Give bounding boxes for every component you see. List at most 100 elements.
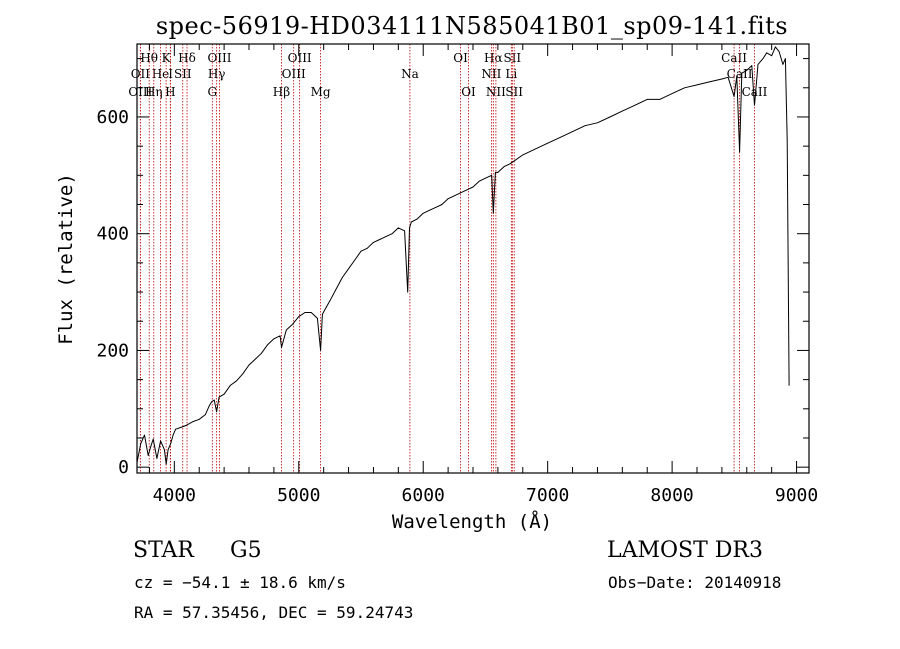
data-point [147, 455, 149, 456]
data-point [671, 93, 673, 95]
data-point [348, 268, 349, 270]
data-point [751, 65, 753, 66]
spectrum-series [136, 46, 790, 465]
y-tick-label: 200 [96, 340, 129, 361]
data-point [441, 204, 443, 205]
line-label: CaII [727, 67, 753, 81]
data-point [165, 463, 167, 465]
data-point [754, 104, 755, 106]
data-point [320, 350, 321, 351]
data-point [621, 110, 623, 112]
data-point [167, 449, 169, 451]
data-point [223, 393, 225, 395]
data-point [218, 396, 220, 398]
data-point [160, 440, 162, 442]
line-label: SII [503, 51, 521, 65]
data-point [559, 136, 561, 138]
line-label: I [168, 67, 173, 81]
data-point [229, 385, 231, 386]
x-tick-label: 4000 [153, 485, 196, 506]
line-label: OIII [288, 51, 312, 65]
x-axis: 4000 5000 6000 7000 8000 9000 [148, 44, 818, 506]
data-point [341, 277, 343, 278]
data-point [409, 227, 410, 229]
y-axis: 0 200 400 600 [96, 58, 809, 478]
data-point [254, 358, 256, 360]
y-tick-label: 0 [118, 457, 129, 478]
data-point [472, 186, 474, 188]
data-point [304, 312, 306, 313]
line-label: Mg [311, 85, 331, 99]
data-point [416, 218, 418, 220]
line-label: Li [505, 67, 517, 81]
data-point [404, 230, 405, 232]
data-point [285, 329, 287, 331]
data-point [739, 151, 740, 153]
data-point [248, 364, 250, 366]
data-point [696, 84, 698, 86]
survey-name: LAMOST DR3 [607, 538, 763, 563]
data-point [746, 69, 748, 71]
data-point [366, 247, 368, 249]
data-point [782, 64, 784, 65]
data-point [709, 81, 710, 83]
data-point [281, 347, 282, 348]
data-point [435, 207, 437, 208]
data-point [736, 75, 738, 77]
data-point [786, 139, 788, 141]
data-point [279, 335, 281, 337]
data-point [407, 291, 409, 293]
x-axis-label: Wavelength (Å) [392, 510, 552, 533]
data-point [335, 288, 337, 290]
line-label: He [152, 67, 170, 81]
data-point [205, 414, 206, 416]
data-point [411, 221, 412, 223]
data-point [144, 434, 145, 436]
data-point [236, 380, 237, 382]
data-point [634, 104, 636, 106]
data-point [727, 76, 729, 78]
line-label: OIII [128, 85, 152, 99]
data-point [733, 96, 735, 97]
y-tick-label: 600 [96, 107, 129, 128]
data-point [646, 99, 648, 100]
data-point [261, 352, 262, 354]
data-point [242, 373, 244, 375]
data-point [175, 428, 176, 430]
line-label: Hθ [140, 51, 158, 65]
x-tick-label: 7000 [526, 485, 569, 506]
data-point [198, 418, 200, 420]
data-point [492, 212, 494, 214]
data-point [150, 446, 152, 448]
data-point [156, 458, 158, 459]
data-point [597, 122, 598, 124]
data-point [659, 99, 661, 100]
data-point [292, 323, 293, 325]
object-class: STAR G5 [133, 538, 262, 563]
data-point [478, 180, 480, 182]
x-tick-label: 6000 [402, 485, 445, 506]
data-point [453, 195, 455, 197]
data-point [534, 148, 536, 150]
data-point [762, 58, 764, 59]
line-label: Hα [484, 51, 503, 65]
data-point [609, 116, 611, 118]
data-point [385, 236, 387, 238]
data-point [298, 316, 300, 317]
data-point [208, 405, 210, 407]
subclass-value: G5 [230, 538, 262, 563]
line-label: Hη [145, 85, 163, 99]
data-point [522, 154, 524, 156]
data-point [491, 174, 493, 176]
spectrum-line [136, 46, 790, 465]
class-value: STAR [133, 538, 194, 563]
data-point [584, 125, 586, 127]
data-point [273, 338, 275, 340]
line-label: OI [453, 51, 468, 65]
data-point [547, 142, 549, 144]
data-point [497, 172, 499, 173]
x-tick-label: 5000 [277, 485, 320, 506]
line-label: CaII [721, 51, 747, 65]
